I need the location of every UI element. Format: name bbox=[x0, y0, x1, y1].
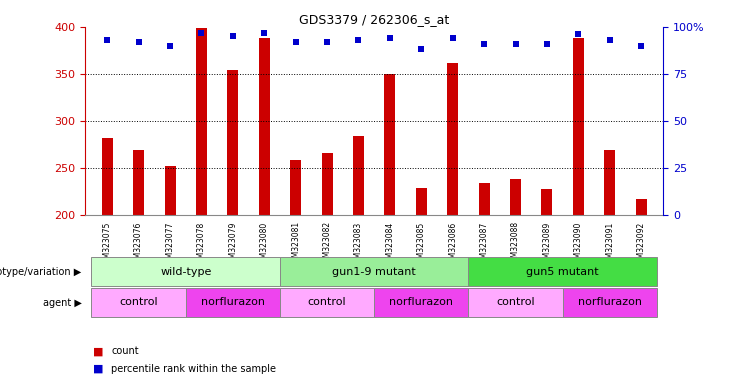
Bar bbox=[165, 166, 176, 215]
Bar bbox=[374, 288, 468, 317]
Title: GDS3379 / 262306_s_at: GDS3379 / 262306_s_at bbox=[299, 13, 449, 26]
Bar bbox=[416, 188, 427, 215]
Bar bbox=[510, 179, 521, 215]
Bar bbox=[468, 288, 562, 317]
Text: norflurazon: norflurazon bbox=[578, 297, 642, 308]
Bar bbox=[468, 257, 657, 286]
Bar bbox=[227, 70, 239, 215]
Text: wild-type: wild-type bbox=[160, 266, 211, 277]
Text: genotype/variation ▶: genotype/variation ▶ bbox=[0, 267, 82, 277]
Bar bbox=[385, 74, 396, 215]
Bar bbox=[133, 150, 144, 215]
Bar bbox=[353, 136, 364, 215]
Bar bbox=[186, 288, 280, 317]
Text: ■: ■ bbox=[93, 364, 103, 374]
Bar bbox=[290, 159, 301, 215]
Bar bbox=[573, 38, 584, 215]
Bar bbox=[562, 288, 657, 317]
Text: count: count bbox=[111, 346, 139, 356]
Bar bbox=[196, 28, 207, 215]
Text: norflurazon: norflurazon bbox=[389, 297, 453, 308]
Bar bbox=[542, 189, 553, 215]
Bar bbox=[322, 153, 333, 215]
Text: ■: ■ bbox=[93, 346, 103, 356]
Bar bbox=[636, 199, 647, 215]
Bar bbox=[280, 288, 374, 317]
Text: control: control bbox=[496, 297, 535, 308]
Bar bbox=[448, 63, 458, 215]
Text: gun5 mutant: gun5 mutant bbox=[526, 266, 599, 277]
Text: norflurazon: norflurazon bbox=[201, 297, 265, 308]
Text: percentile rank within the sample: percentile rank within the sample bbox=[111, 364, 276, 374]
Bar bbox=[91, 288, 186, 317]
Bar bbox=[605, 150, 615, 215]
Text: control: control bbox=[308, 297, 346, 308]
Text: agent ▶: agent ▶ bbox=[43, 298, 82, 308]
Bar bbox=[479, 183, 490, 215]
Bar bbox=[259, 38, 270, 215]
Text: gun1-9 mutant: gun1-9 mutant bbox=[332, 266, 416, 277]
Bar bbox=[280, 257, 468, 286]
Bar bbox=[102, 138, 113, 215]
Text: control: control bbox=[119, 297, 158, 308]
Bar bbox=[91, 257, 280, 286]
